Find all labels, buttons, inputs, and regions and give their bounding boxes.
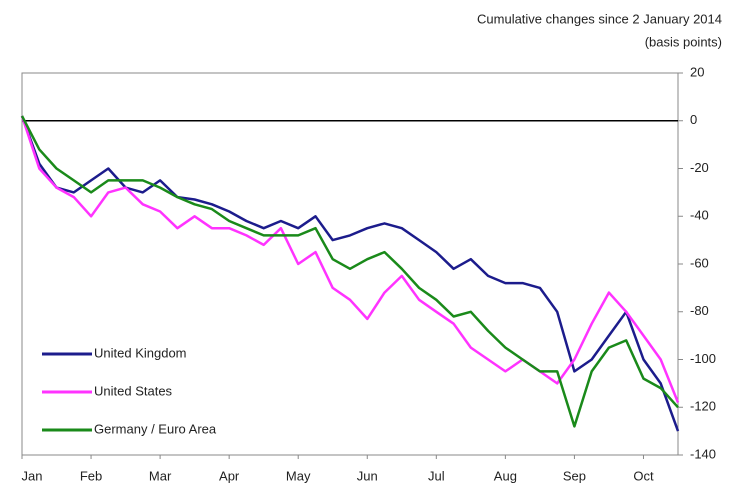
legend-label: Germany / Euro Area [94,421,217,436]
legend-label: United States [94,383,173,398]
x-tick-label: Feb [80,468,102,483]
y-tick-label: 0 [690,112,697,127]
x-tick-label: Jan [22,468,43,483]
y-tick-label: -20 [690,160,709,175]
x-tick-label: Apr [219,468,240,483]
y-tick-label: -80 [690,303,709,318]
series-line [20,115,679,428]
y-tick-label: -60 [690,255,709,270]
x-tick-label: Aug [494,468,517,483]
x-tick-label: Mar [149,468,172,483]
chart-title: Cumulative changes since 2 January 2014 [477,11,722,26]
y-tick-label: -40 [690,208,709,223]
y-tick-label: -140 [690,446,716,461]
x-tick-label: Oct [633,468,654,483]
y-tick-label: -100 [690,351,716,366]
chart-subtitle: (basis points) [645,34,722,49]
y-tick-label: -120 [690,399,716,414]
x-tick-label: May [286,468,311,483]
legend-label: United Kingdom [94,345,187,360]
x-tick-label: Jul [428,468,445,483]
x-tick-label: Jun [357,468,378,483]
series-line [20,115,680,432]
x-tick-label: Sep [563,468,586,483]
y-tick-label: 20 [690,64,704,79]
series-line [20,115,680,403]
